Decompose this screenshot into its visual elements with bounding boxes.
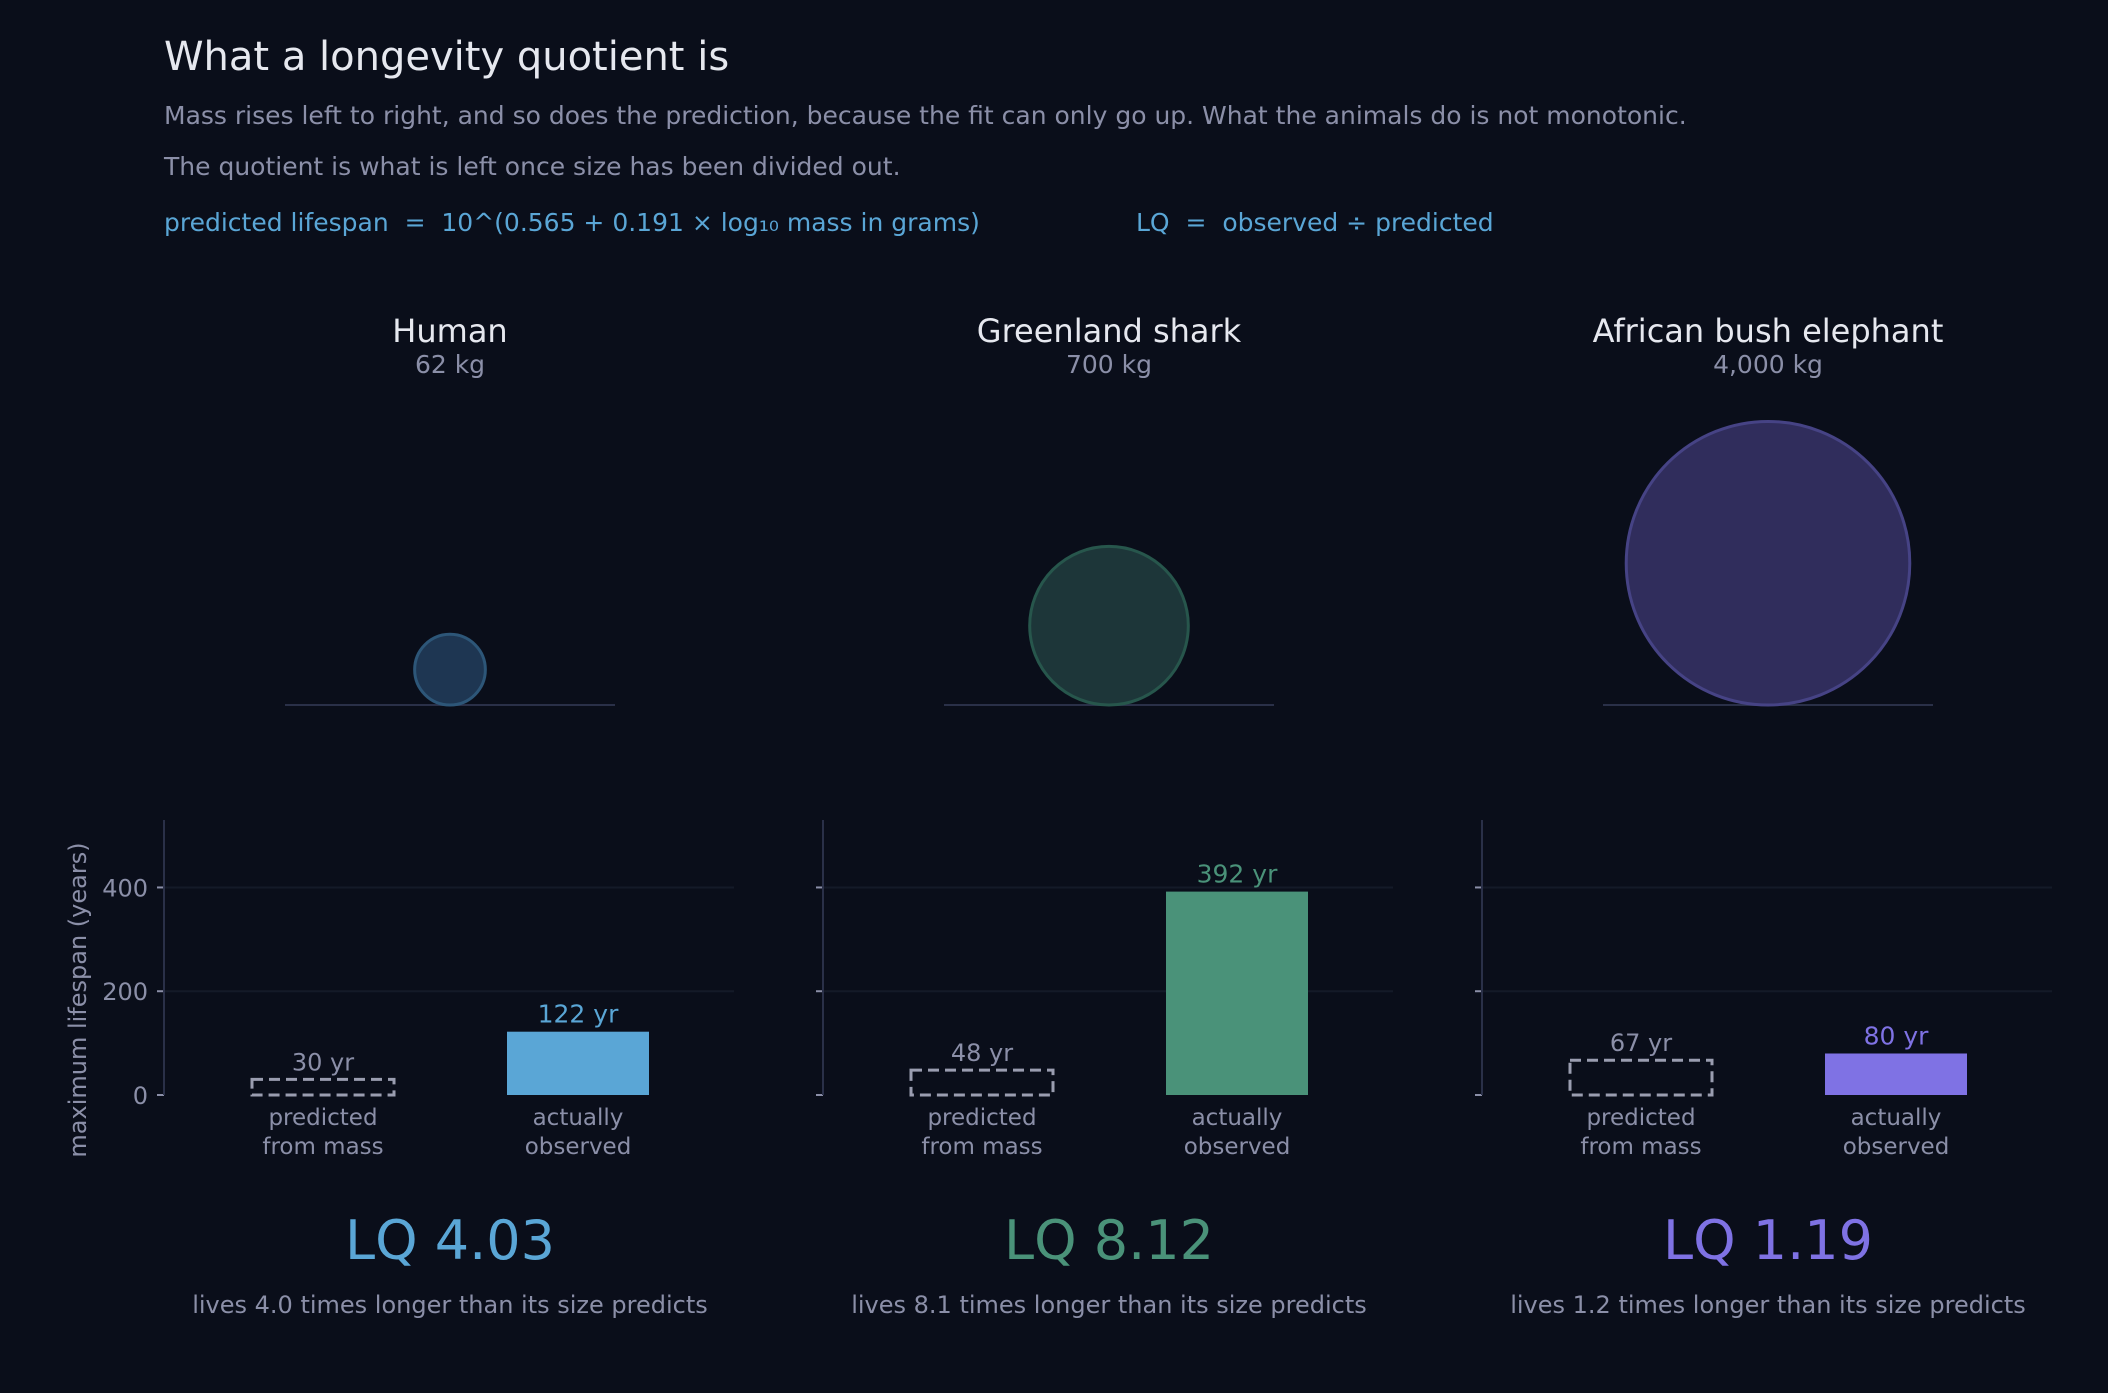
- lq-value: LQ 1.19: [1663, 1209, 1873, 1272]
- bar-predicted: [250, 1077, 396, 1097]
- y-axis-label: maximum lifespan (years): [64, 842, 92, 1157]
- y-tick-label: 0: [133, 1082, 148, 1110]
- mass-circle: [413, 632, 487, 707]
- category-label: predicted: [1586, 1105, 1695, 1131]
- bar-predicted: [909, 1068, 1055, 1097]
- category-label: actually: [1851, 1105, 1942, 1131]
- category-label: from mass: [1580, 1134, 1701, 1160]
- formula-prediction: predicted lifespan = 10^(0.565 + 0.191 ×…: [164, 208, 980, 237]
- y-tick-label: 400: [102, 874, 148, 902]
- category-label: observed: [1184, 1134, 1291, 1160]
- subtitle-line-1: Mass rises left to right, and so does th…: [164, 101, 1687, 130]
- lq-caption: lives 8.1 times longer than its size pre…: [851, 1291, 1367, 1319]
- label-observed: 80 yr: [1864, 1021, 1930, 1050]
- category-label: observed: [1843, 1134, 1950, 1160]
- lq-caption: lives 4.0 times longer than its size pre…: [192, 1291, 708, 1319]
- subtitle-line-2: The quotient is what is left once size h…: [163, 152, 901, 181]
- bar-observed: [507, 1031, 649, 1095]
- lq-value: LQ 4.03: [345, 1209, 555, 1272]
- formula-quotient: LQ = observed ÷ predicted: [1136, 208, 1494, 237]
- label-predicted: 67 yr: [1610, 1029, 1672, 1057]
- category-label: from mass: [262, 1134, 383, 1160]
- bar-observed: [1825, 1053, 1967, 1095]
- category-label: actually: [533, 1105, 624, 1131]
- mass-label: 700 kg: [1066, 350, 1152, 379]
- panel-title: African bush elephant: [1593, 312, 1944, 350]
- label-observed: 392 yr: [1197, 860, 1278, 889]
- label-observed: 122 yr: [538, 1000, 619, 1029]
- mass-label: 62 kg: [415, 350, 485, 379]
- bar-observed: [1166, 891, 1308, 1095]
- category-label: actually: [1192, 1105, 1283, 1131]
- page-title: What a longevity quotient is: [164, 34, 729, 80]
- mass-circle: [1028, 544, 1190, 707]
- bar-axes: 0 200 400: [102, 820, 734, 1110]
- label-predicted: 30 yr: [292, 1048, 354, 1076]
- mass-label: 4,000 kg: [1713, 350, 1823, 379]
- category-label: observed: [525, 1134, 632, 1160]
- bar-predicted: [1568, 1058, 1714, 1097]
- bar-axes: [1475, 820, 2052, 1096]
- category-label: predicted: [927, 1105, 1036, 1131]
- panel-title: Greenland shark: [977, 312, 1242, 350]
- mass-circle: [1624, 419, 1912, 707]
- category-label: from mass: [921, 1134, 1042, 1160]
- panel-title: Human: [392, 312, 507, 350]
- lq-caption: lives 1.2 times longer than its size pre…: [1510, 1291, 2026, 1319]
- category-label: predicted: [268, 1105, 377, 1131]
- label-predicted: 48 yr: [951, 1039, 1013, 1067]
- lq-value: LQ 8.12: [1004, 1209, 1214, 1272]
- y-tick-label: 200: [102, 978, 148, 1006]
